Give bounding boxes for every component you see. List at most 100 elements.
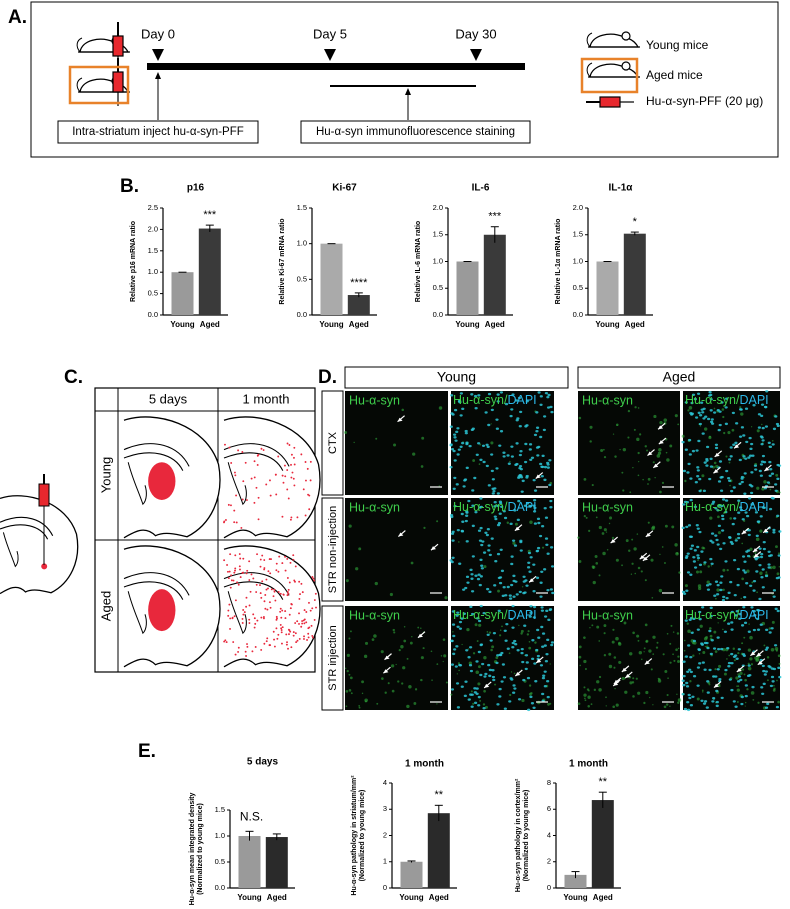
y-tick-label: 0.5 xyxy=(148,289,158,298)
pathology-dot xyxy=(230,579,233,582)
green-signal xyxy=(603,632,606,635)
nucleus xyxy=(761,506,765,509)
pathology-dot xyxy=(253,460,256,463)
nucleus xyxy=(690,631,694,635)
pathology-dot xyxy=(241,572,244,574)
nucleus xyxy=(724,406,728,409)
nucleus xyxy=(697,648,701,651)
panel-label: A. xyxy=(8,7,27,28)
nucleus xyxy=(539,595,543,598)
pathology-dot xyxy=(292,477,295,480)
green-signal xyxy=(592,580,596,585)
nucleus xyxy=(750,491,754,495)
nucleus xyxy=(507,462,511,465)
pathology-dot xyxy=(231,617,234,620)
nucleus xyxy=(685,685,690,688)
pathology-dot xyxy=(301,622,304,625)
pathology-dot xyxy=(256,464,259,466)
green-signal xyxy=(619,448,621,451)
nucleus xyxy=(548,459,552,462)
nucleus xyxy=(493,584,497,587)
pathology-dot xyxy=(253,617,256,620)
green-signal xyxy=(520,632,523,635)
nucleus xyxy=(479,673,483,677)
nucleus xyxy=(450,639,454,643)
pathology-dot xyxy=(309,609,312,612)
nucleus xyxy=(550,546,554,549)
green-signal xyxy=(594,555,598,559)
green-signal xyxy=(614,687,616,690)
y-tick-label: 1.0 xyxy=(433,256,443,265)
nucleus xyxy=(465,441,469,444)
nucleus xyxy=(751,685,755,689)
corpus-callosum xyxy=(123,452,184,471)
stain-label: Hu-α-syn xyxy=(582,393,633,407)
green-signal xyxy=(596,625,600,629)
green-signal xyxy=(702,650,706,654)
nucleus xyxy=(768,507,773,511)
nucleus xyxy=(498,444,502,447)
green-signal xyxy=(697,559,699,561)
nucleus xyxy=(758,469,762,473)
green-signal xyxy=(759,571,763,575)
pathology-dot xyxy=(227,577,230,580)
nucleus xyxy=(690,401,694,405)
nucleus xyxy=(760,414,764,418)
nucleus xyxy=(508,594,512,597)
nucleus xyxy=(486,633,490,637)
nucleus xyxy=(533,489,538,492)
green-signal xyxy=(420,627,422,629)
nucleus xyxy=(745,440,749,444)
nucleus xyxy=(724,499,729,502)
green-signal xyxy=(701,474,705,478)
chart-title: p16 xyxy=(187,183,205,194)
green-signal xyxy=(358,706,361,709)
pathology-dot xyxy=(294,622,297,624)
nucleus xyxy=(523,460,528,464)
injection-site xyxy=(148,589,176,632)
nucleus xyxy=(697,439,701,443)
nucleus xyxy=(491,478,495,481)
nucleus xyxy=(767,664,771,668)
pathology-dot xyxy=(292,631,295,634)
brain-outline xyxy=(0,495,79,595)
nucleus xyxy=(760,460,765,463)
nucleus xyxy=(485,443,489,446)
nucleus xyxy=(479,526,483,530)
green-signal xyxy=(616,423,619,427)
nucleus xyxy=(532,504,536,507)
y-tick-label: 4 xyxy=(547,830,551,839)
nucleus xyxy=(777,666,781,670)
green-signal xyxy=(371,638,375,642)
pathology-dot xyxy=(308,626,311,629)
grid-frame xyxy=(94,387,316,673)
error-bar xyxy=(490,226,499,243)
nucleus xyxy=(494,517,498,521)
pathology-dot xyxy=(235,521,238,524)
green-signal xyxy=(671,525,675,529)
green-signal xyxy=(637,407,640,409)
green-signal xyxy=(392,628,396,632)
nucleus xyxy=(486,587,490,591)
nucleus xyxy=(473,394,478,398)
green-signal xyxy=(702,547,706,550)
nucleus xyxy=(473,476,477,480)
arrow-head xyxy=(430,546,436,551)
arrow-head xyxy=(535,474,541,479)
nucleus xyxy=(522,591,526,595)
nucleus xyxy=(450,448,455,451)
green-signal xyxy=(624,690,628,694)
nucleus xyxy=(485,533,490,537)
nucleus xyxy=(504,594,508,597)
row-header: CTX xyxy=(327,431,339,454)
nucleus xyxy=(471,555,475,558)
nucleus xyxy=(470,590,475,593)
nucleus xyxy=(769,468,773,471)
pathology-dot xyxy=(266,637,269,640)
nucleus xyxy=(469,669,474,673)
nucleus xyxy=(535,426,540,429)
stain-part: Hu-α-syn/ xyxy=(685,608,740,622)
green-signal xyxy=(410,561,414,565)
nucleus xyxy=(770,627,774,630)
green-signal xyxy=(664,562,666,564)
